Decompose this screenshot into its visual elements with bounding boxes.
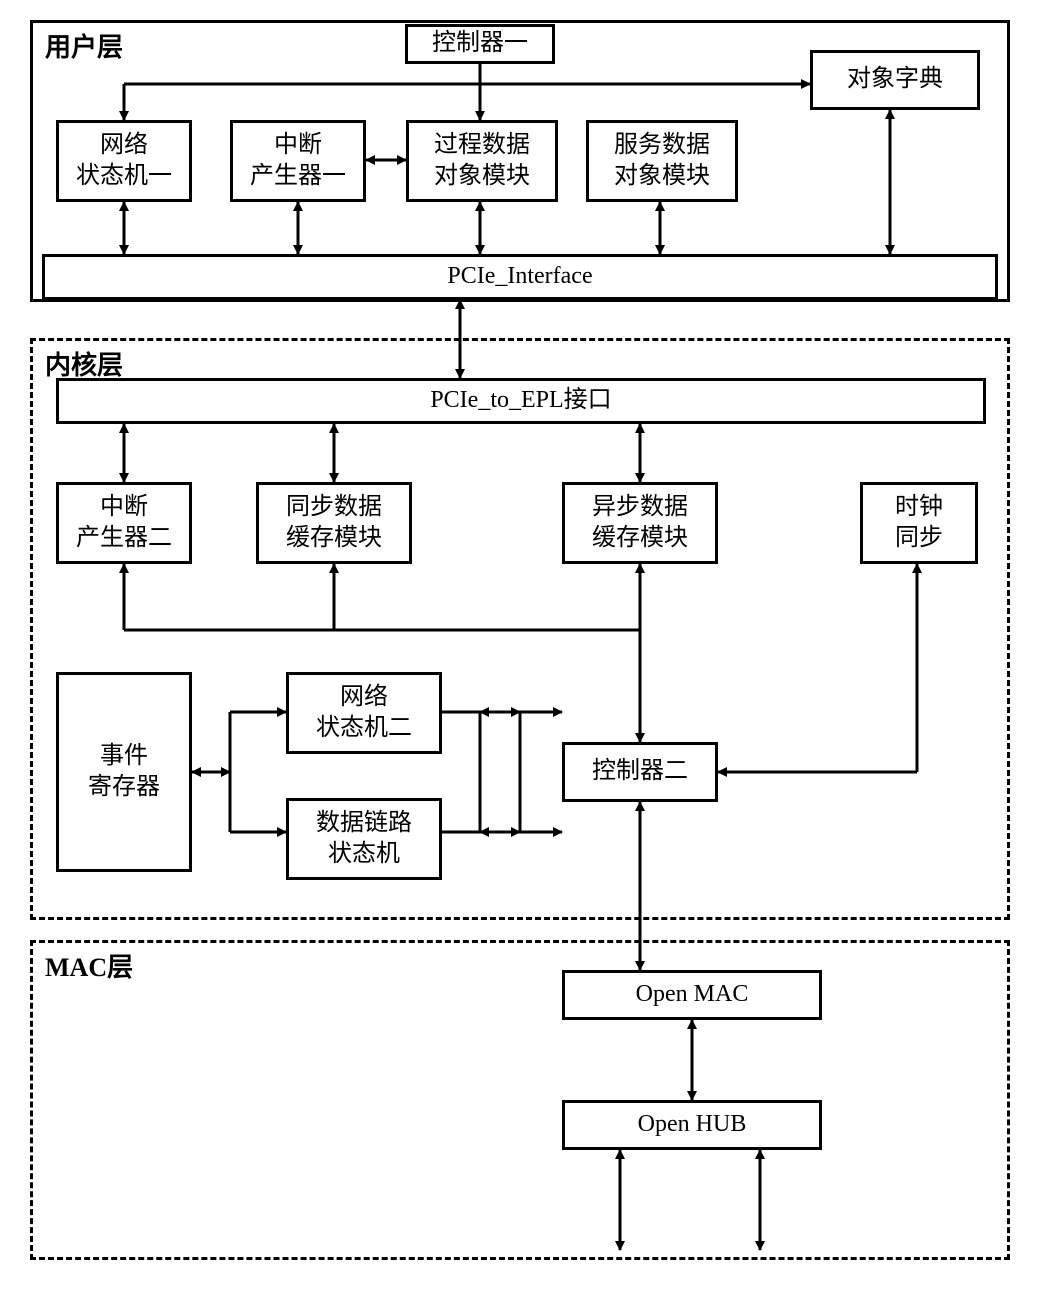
controller-2-box: 控制器二 — [562, 742, 718, 802]
asyncbuf-label: 异步数据缓存模块 — [592, 492, 688, 554]
sync-data-buffer-box: 同步数据缓存模块 — [256, 482, 412, 564]
object-dictionary-label: 对象字典 — [847, 64, 943, 95]
controller-1-box: 控制器一 — [405, 24, 555, 64]
service-data-object-box: 服务数据对象模块 — [586, 120, 738, 202]
sdo-label: 服务数据对象模块 — [614, 130, 710, 192]
dlsm-label: 数据链路状态机 — [316, 808, 412, 870]
network-state-machine-2-box: 网络状态机二 — [286, 672, 442, 754]
kernel-layer-label: 内核层 — [41, 345, 127, 382]
process-data-object-box: 过程数据对象模块 — [406, 120, 558, 202]
mac-layer-label: MAC层 — [41, 947, 137, 984]
interrupt-generator-2-box: 中断产生器二 — [56, 482, 192, 564]
object-dictionary-box: 对象字典 — [810, 50, 980, 110]
controller-1-label: 控制器一 — [432, 28, 528, 59]
openhub-label: Open HUB — [638, 1109, 747, 1140]
nsm2-label: 网络状态机二 — [316, 682, 412, 744]
clock-sync-box: 时钟同步 — [860, 482, 978, 564]
intgen2-label: 中断产生器二 — [76, 492, 172, 554]
data-link-state-machine-box: 数据链路状态机 — [286, 798, 442, 880]
user-layer-label: 用户层 — [41, 27, 127, 64]
open-mac-box: Open MAC — [562, 970, 822, 1020]
pdo-label: 过程数据对象模块 — [434, 130, 530, 192]
open-hub-box: Open HUB — [562, 1100, 822, 1150]
pcie-epl-label: PCIe_to_EPL接口 — [430, 385, 611, 416]
evtreg-label: 事件寄存器 — [88, 741, 160, 803]
syncbuf-label: 同步数据缓存模块 — [286, 492, 382, 554]
interrupt-generator-1-box: 中断产生器一 — [230, 120, 366, 202]
nsm1-label: 网络状态机一 — [76, 130, 172, 192]
mac-layer: MAC层 — [30, 940, 1010, 1260]
ctrl2-label: 控制器二 — [592, 756, 688, 787]
pcie-interface-box: PCIe_Interface — [42, 254, 998, 300]
architecture-diagram: 用户层 内核层 MAC层 控制器一 对象字典 网络状态机一 中断产生器一 过程数… — [20, 20, 1020, 1280]
openmac-label: Open MAC — [636, 979, 749, 1010]
clksync-label: 时钟同步 — [895, 492, 943, 554]
pcie-to-epl-box: PCIe_to_EPL接口 — [56, 378, 986, 424]
network-state-machine-1-box: 网络状态机一 — [56, 120, 192, 202]
pcie-if-label: PCIe_Interface — [447, 261, 592, 292]
event-register-box: 事件寄存器 — [56, 672, 192, 872]
async-data-buffer-box: 异步数据缓存模块 — [562, 482, 718, 564]
intgen1-label: 中断产生器一 — [250, 130, 346, 192]
